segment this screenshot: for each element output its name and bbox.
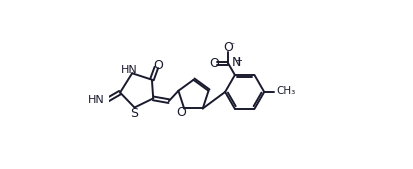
Text: HN: HN [121, 65, 137, 75]
Text: +: + [234, 56, 242, 66]
Text: O: O [176, 106, 186, 119]
Text: O: O [223, 41, 233, 54]
Text: O: O [154, 59, 164, 73]
Text: CH₃: CH₃ [276, 86, 295, 96]
Text: S: S [131, 107, 138, 120]
Text: ⁻: ⁻ [230, 41, 235, 51]
Text: N: N [232, 56, 241, 69]
Text: HN: HN [88, 95, 104, 105]
Text: O: O [209, 57, 219, 70]
